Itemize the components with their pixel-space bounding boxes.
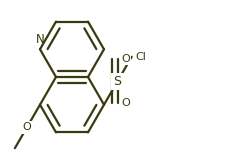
Text: Cl: Cl	[136, 52, 146, 62]
Text: S: S	[113, 75, 122, 88]
Text: O: O	[122, 54, 130, 64]
Text: O: O	[22, 122, 31, 132]
Text: O: O	[122, 98, 130, 108]
Text: N: N	[36, 33, 44, 46]
